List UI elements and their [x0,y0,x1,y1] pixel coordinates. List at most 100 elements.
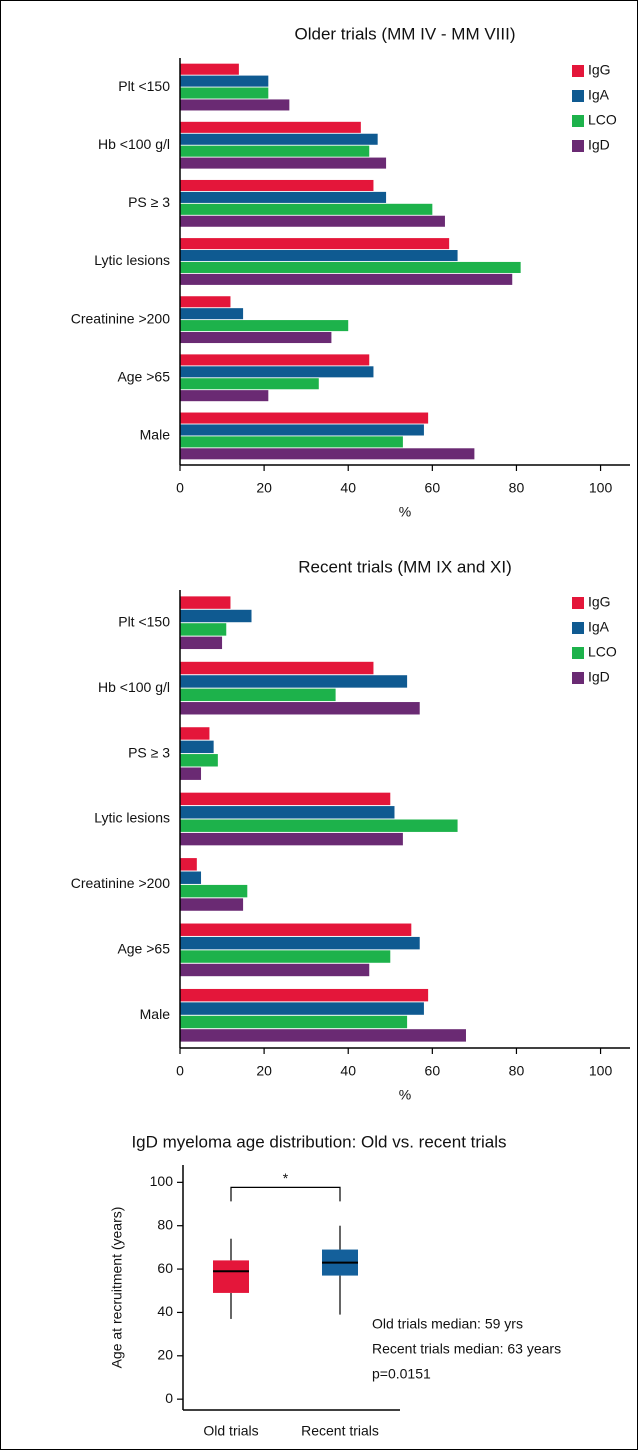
chart-title: Older trials (MM IV - MM VIII) [295,24,516,43]
y-tick-label: Plt <150 [118,613,170,629]
bar [180,596,231,609]
bar [180,963,370,977]
x-tick-label: Old trials [203,1423,258,1439]
bar [180,1015,408,1029]
significance-bracket [230,1186,341,1202]
legend-swatch [572,115,584,127]
bar [180,424,424,436]
x-tick-label: 20 [256,1063,272,1079]
x-tick-label: 0 [176,1063,184,1079]
bar [180,87,269,99]
y-tick-label: 20 [157,1346,173,1362]
y-tick-label: Male [140,1006,171,1022]
bar [180,238,450,250]
chart-title: Recent trials (MM IX and XI) [298,557,512,576]
legend-label: IgA [588,87,610,103]
bar [180,688,336,702]
bar [180,308,244,320]
bar [180,675,408,688]
bar [180,1002,424,1015]
y-tick-label: Hb <100 g/l [98,679,170,695]
y-tick-label: Age >65 [117,368,170,384]
bar [180,898,244,911]
y-tick-label: Age >65 [117,941,170,957]
bar [180,754,218,767]
bar [180,636,223,650]
bar [180,145,370,157]
bar [180,988,429,1002]
y-tick-label: Lytic lesions [94,810,170,826]
bar [180,75,269,87]
y-tick-label: 0 [165,1390,173,1406]
y-tick-label: 100 [150,1173,174,1189]
bar [180,354,370,366]
bar [180,609,252,623]
x-tick-label: 20 [256,480,272,496]
bar [180,121,361,133]
legend-label: IgD [588,137,610,153]
annotation: Old trials median: 59 yrs [372,1316,523,1332]
bar [180,296,231,308]
legend-swatch [572,672,584,684]
legend-swatch [572,65,584,77]
bar [180,99,290,111]
x-tick-label: 80 [509,1063,525,1079]
bar [180,390,269,402]
legend-label: LCO [588,644,617,660]
bar [180,261,521,273]
y-tick-label: Creatinine >200 [71,310,170,326]
bar [180,871,202,884]
legend-swatch [572,647,584,659]
x-tick-label: 0 [176,480,184,496]
y-tick-label: 80 [157,1216,173,1232]
bar [180,832,403,846]
x-tick-label: 100 [589,1063,613,1079]
bar [180,215,445,227]
legend-label: IgG [588,62,611,78]
x-tick-label: 80 [509,480,525,496]
y-tick-label: Lytic lesions [94,252,170,268]
bar [180,858,197,871]
legend-swatch [572,140,584,152]
bar [180,806,395,819]
x-tick-label: 40 [340,480,356,496]
bar [180,250,458,262]
legend-label: IgA [588,619,610,635]
bar [180,623,227,636]
x-tick-label: 40 [340,1063,356,1079]
bar [180,191,387,203]
y-tick-label: PS ≥ 3 [128,744,170,760]
legend-swatch [572,597,584,609]
y-axis-label: Age at recruitment (years) [109,1207,125,1369]
box [213,1260,249,1293]
bar [180,63,239,75]
x-axis-label: % [399,504,411,520]
x-tick-label: 60 [425,1063,441,1079]
x-axis-label: % [399,1087,411,1103]
legend-swatch [572,90,584,102]
bar [180,412,429,424]
bar [180,320,349,332]
bar [180,133,378,145]
y-tick-label: Creatinine >200 [71,875,170,891]
bar [180,936,420,950]
bar [180,378,319,390]
bar [180,767,202,780]
y-tick-label: Hb <100 g/l [98,136,170,152]
bar [180,448,475,460]
legend-swatch [572,622,584,634]
bar [180,819,458,832]
x-tick-label: Recent trials [301,1423,379,1439]
bar [180,923,412,936]
x-tick-label: 100 [589,480,613,496]
bar [180,884,248,898]
annotation: Recent trials median: 63 years [372,1341,561,1357]
bar [180,273,513,285]
legend-label: IgG [588,594,611,610]
bar [180,740,214,754]
legend-label: IgD [588,669,610,685]
bar [180,702,420,715]
y-tick-label: 60 [157,1260,173,1276]
bar [180,331,332,344]
